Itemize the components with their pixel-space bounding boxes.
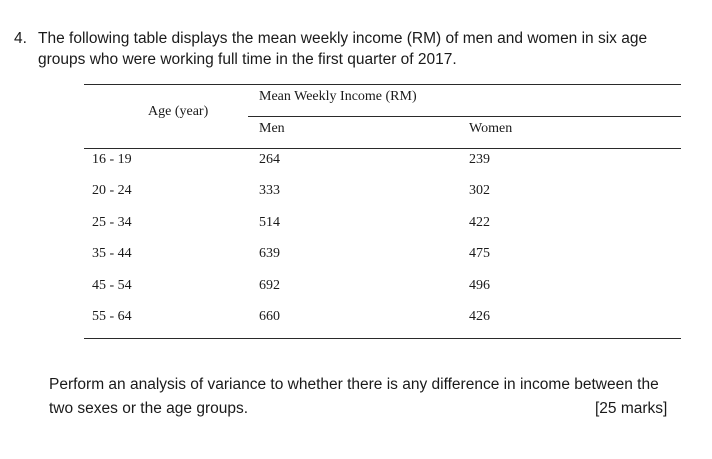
cell-age: 45 - 54: [92, 278, 132, 293]
cell-men: 660: [259, 309, 280, 324]
header-men: Men: [259, 121, 285, 136]
task-text-line-2: two sexes or the age groups.: [49, 400, 249, 417]
marks-label: [25 marks]: [595, 400, 668, 417]
cell-age: 55 - 64: [92, 309, 132, 324]
question-text-line-1: The following table displays the mean we…: [38, 30, 648, 47]
cell-women: 475: [469, 246, 490, 261]
cell-women: 302: [469, 183, 490, 198]
header-mean-weekly-income: Mean Weekly Income (RM): [259, 89, 417, 104]
cell-men: 264: [259, 152, 280, 167]
cell-men: 514: [259, 215, 280, 230]
question-number: 4.: [14, 30, 27, 47]
table-bottom-rule: [84, 338, 681, 339]
cell-age: 25 - 34: [92, 215, 132, 230]
task-text-line-1: Perform an analysis of variance to wheth…: [49, 376, 659, 393]
header-age: Age (year): [148, 104, 209, 119]
table-top-rule: [84, 84, 681, 85]
cell-women: 496: [469, 278, 490, 293]
cell-men: 333: [259, 183, 280, 198]
cell-age: 20 - 24: [92, 183, 132, 198]
question-text-line-2: groups who were working full time in the…: [38, 51, 457, 68]
cell-women: 239: [469, 152, 490, 167]
cell-men: 692: [259, 278, 280, 293]
cell-age: 35 - 44: [92, 246, 132, 261]
header-women: Women: [469, 121, 513, 136]
cell-women: 422: [469, 215, 490, 230]
table-group-rule: [248, 116, 681, 117]
cell-women: 426: [469, 309, 490, 324]
cell-men: 639: [259, 246, 280, 261]
table-header-rule: [84, 148, 681, 149]
cell-age: 16 - 19: [92, 152, 132, 167]
